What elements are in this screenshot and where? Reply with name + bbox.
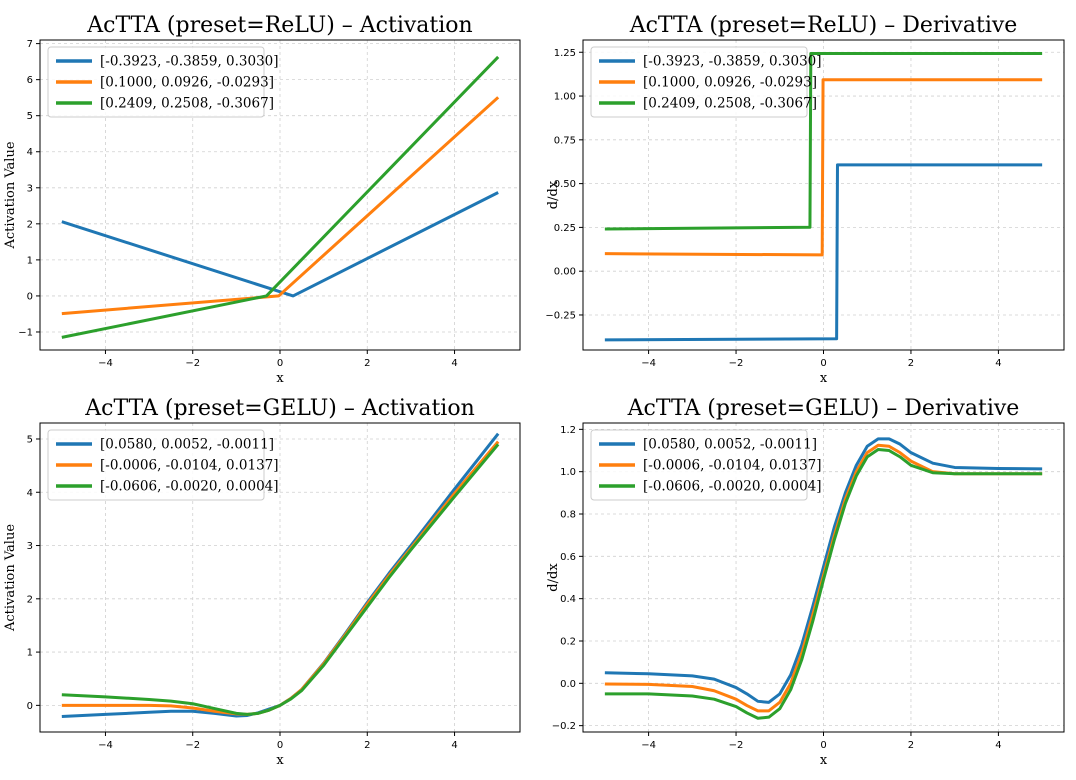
chart-title: AcTTA (preset=ReLU) – Activation: [86, 13, 472, 38]
y-tick-label: 5: [27, 111, 33, 122]
chart-panel-3: −4 −2 0 2 4 0 1 2 3 4 5 AcTTA (preset=GELU) – Activ…: [3, 396, 521, 768]
y-tick-label: 1.25: [554, 48, 576, 59]
series-line-1: [61, 191, 499, 298]
x-tick-label: −4: [641, 358, 656, 369]
chart-title: AcTTA (preset=GELU) – Derivative: [627, 396, 1020, 421]
chart-panel-1: −4 −2 0 2 4 −1 0 1 2 3 4 5 6 7 AcTTA (preset=ReLU) – A…: [3, 13, 521, 386]
series-line-2: [604, 78, 1043, 257]
x-tick-label: 2: [364, 740, 370, 751]
legend-box: [590, 46, 808, 118]
y-tick-label: 0: [27, 291, 33, 302]
x-axis-label: x: [820, 371, 828, 386]
x-tick-label: 2: [908, 358, 914, 369]
x-tick-label: −2: [185, 358, 200, 369]
legend-label-3: [0.2409, 0.2508, -0.3067]: [643, 96, 817, 112]
x-tick-label: −4: [98, 358, 113, 369]
y-tick-label: 0: [27, 701, 33, 712]
y-axis-label: d/dx: [546, 563, 561, 592]
legend-label-2: [0.1000, 0.0926, -0.0293]: [643, 75, 817, 91]
x-axis-label: x: [820, 753, 828, 768]
y-tick-label: 0.6: [560, 552, 576, 563]
y-tick-label: −0.25: [545, 310, 576, 321]
legend-label-2: [-0.0006, -0.0104, 0.0137]: [100, 458, 279, 474]
series-line-3: [61, 443, 500, 716]
x-tick-label: 4: [995, 740, 1001, 751]
y-tick-label: 0.2: [560, 636, 576, 647]
y-tick-label: 4: [27, 147, 33, 158]
y-tick-label: 0.25: [554, 223, 576, 234]
x-tick-label: 0: [820, 740, 826, 751]
chart-title: AcTTA (preset=ReLU) – Derivative: [629, 13, 1018, 38]
x-tick-label: −2: [729, 358, 744, 369]
y-tick-label: 2: [27, 219, 33, 230]
legend-box: [47, 46, 265, 118]
y-tick-label: 1.0: [560, 467, 576, 478]
y-tick-label: 5: [27, 434, 33, 445]
legend-label-1: [0.0580, 0.0052, -0.0011]: [100, 437, 274, 453]
legend: [0.0580, 0.0052, -0.0011] [-0.0006, -0.01…: [47, 429, 279, 501]
chart-title: AcTTA (preset=GELU) – Activation: [84, 396, 475, 421]
legend: [0.0580, 0.0052, -0.0011] [-0.0006, -0.01…: [590, 429, 822, 501]
y-tick-label: −0.2: [552, 721, 576, 732]
y-tick-label: 7: [27, 39, 33, 50]
x-tick-label: 2: [364, 358, 370, 369]
series-line-3: [604, 51, 1043, 231]
series-line-3: [604, 447, 1043, 720]
y-tick-label: 1.00: [554, 92, 576, 103]
y-axis-label: Activation Value: [3, 141, 18, 249]
x-tick-label: 2: [908, 740, 914, 751]
y-axis-label: d/dx: [546, 180, 561, 209]
legend-label-3: [-0.0606, -0.0020, 0.0004]: [643, 479, 822, 495]
legend-box: [590, 429, 808, 501]
x-tick-label: 4: [995, 358, 1001, 369]
y-tick-label: 0.8: [560, 510, 576, 521]
series-line-2: [61, 96, 500, 316]
legend-label-2: [0.1000, 0.0926, -0.0293]: [100, 75, 274, 91]
y-tick-label: 4: [27, 488, 33, 499]
y-tick-label: −1: [18, 327, 33, 338]
x-tick-label: −2: [185, 740, 200, 751]
legend-box: [47, 429, 265, 501]
x-tick-label: −4: [641, 740, 656, 751]
legend-label-3: [0.2409, 0.2508, -0.3067]: [100, 96, 274, 112]
x-axis-label: x: [276, 371, 284, 386]
y-tick-label: 2: [27, 594, 33, 605]
legend: [-0.3923, -0.3859, 0.3030] [0.1000, 0.092…: [47, 46, 279, 118]
legend: [-0.3923, -0.3859, 0.3030] [0.1000, 0.092…: [590, 46, 822, 118]
chart-panel-4: −4 −2 0 2 4 −0.2 0.0 0.2 0.4 0.6 0.8 1.0 1.2 AcTTA (p…: [546, 396, 1065, 768]
legend-label-1: [-0.3923, -0.3859, 0.3030]: [643, 54, 822, 70]
x-tick-label: −2: [729, 740, 744, 751]
x-tick-label: 0: [277, 740, 283, 751]
y-tick-label: 1: [27, 648, 33, 659]
x-tick-label: −4: [98, 740, 113, 751]
x-tick-label: 0: [277, 358, 283, 369]
legend-label-2: [-0.0006, -0.0104, 0.0137]: [643, 458, 822, 474]
x-tick-label: 4: [451, 740, 457, 751]
y-tick-label: 0.4: [560, 594, 576, 605]
x-axis-label: x: [276, 753, 284, 768]
series-line-1: [604, 437, 1043, 704]
series-line-3: [61, 55, 500, 339]
y-tick-label: 3: [27, 541, 33, 552]
legend-label-1: [0.0580, 0.0052, -0.0011]: [643, 437, 817, 453]
y-tick-label: 3: [27, 183, 33, 194]
legend-label-1: [-0.3923, -0.3859, 0.3030]: [100, 54, 279, 70]
y-tick-label: 0.00: [554, 267, 576, 278]
y-tick-label: 1.2: [560, 425, 576, 436]
y-tick-label: 0.50: [554, 179, 576, 190]
x-tick-label: 0: [820, 358, 826, 369]
y-tick-label: 0.0: [560, 679, 576, 690]
y-tick-label: 0.75: [554, 135, 576, 146]
chart-panel-2: −4 −2 0 2 4 −0.25 0.00 0.25 0.50 0.75 1.00 1.25 AcTT…: [545, 13, 1065, 386]
x-tick-label: 4: [451, 358, 457, 369]
y-tick-label: 6: [27, 75, 33, 86]
y-tick-label: 1: [27, 255, 33, 266]
series-line-1: [604, 163, 1043, 342]
legend-label-3: [-0.0606, -0.0020, 0.0004]: [100, 479, 279, 495]
y-axis-label: Activation Value: [3, 524, 18, 632]
